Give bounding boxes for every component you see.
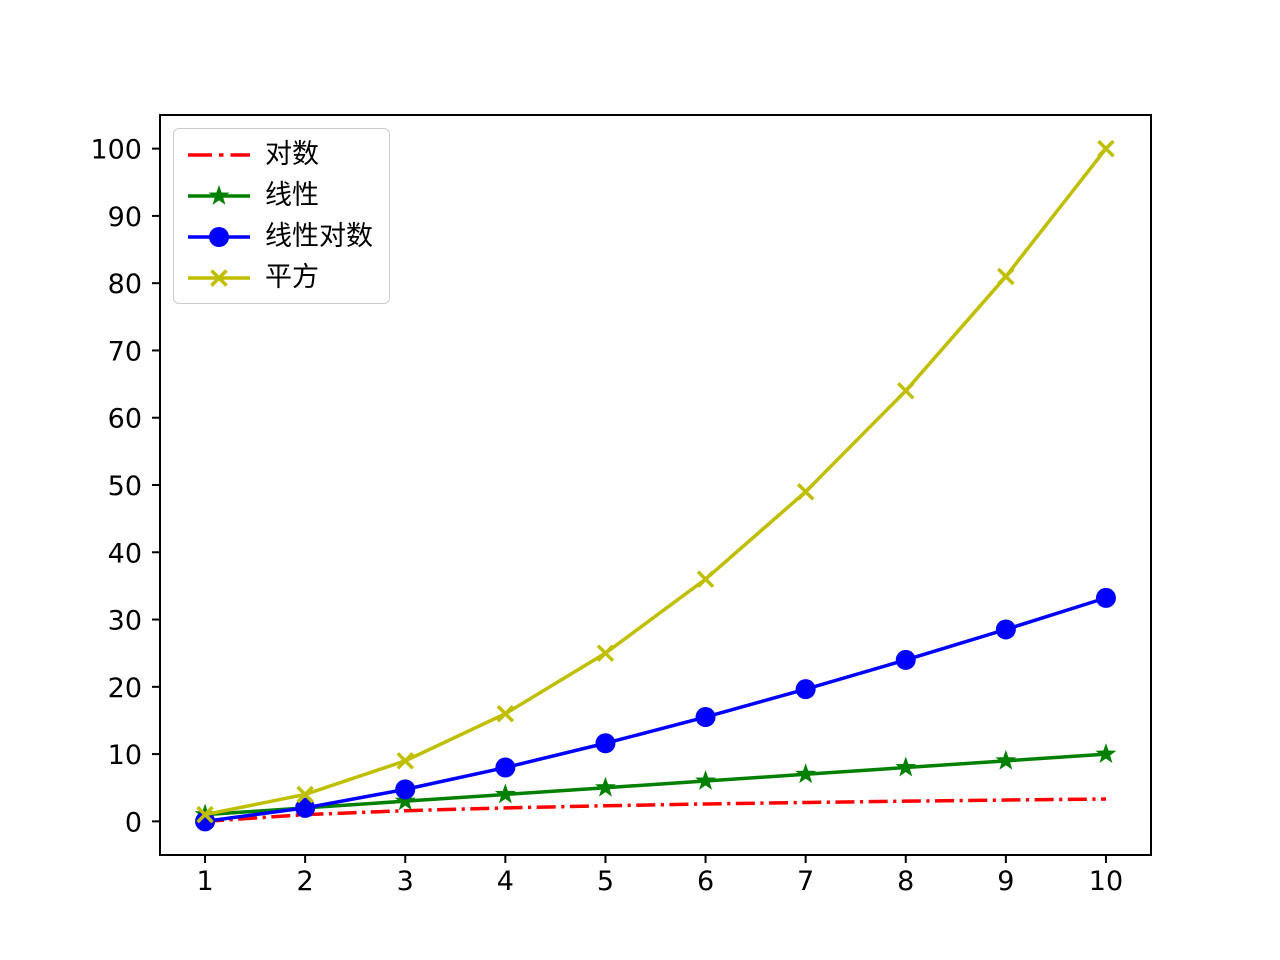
x-marker xyxy=(997,267,1015,286)
star-marker xyxy=(208,184,230,205)
x-tick-label: 6 xyxy=(697,866,714,897)
x-marker xyxy=(1097,139,1115,158)
star-marker xyxy=(795,763,817,784)
y-tick-label: 90 xyxy=(108,202,142,233)
legend-item-label: 线性对数 xyxy=(265,221,373,252)
circle-marker xyxy=(495,757,516,778)
star-marker xyxy=(695,770,717,790)
circle-marker xyxy=(595,733,616,754)
x-marker xyxy=(296,785,314,804)
x-marker xyxy=(796,482,815,501)
series-2 xyxy=(195,587,1116,832)
legend-item: 线性对数 xyxy=(186,216,373,257)
star-marker xyxy=(494,783,516,804)
circle-marker xyxy=(995,619,1016,640)
circle-marker xyxy=(209,226,229,247)
x-marker xyxy=(396,752,414,770)
x-marker xyxy=(210,268,228,287)
legend: 对数线性线性对数平方 xyxy=(173,128,390,304)
legend-sample-line xyxy=(188,152,250,157)
y-tick-label: 80 xyxy=(108,269,142,300)
x-marker xyxy=(196,805,214,824)
circle-marker xyxy=(795,679,816,700)
legend-sample-line xyxy=(188,268,250,287)
y-tick-label: 0 xyxy=(125,807,142,838)
y-tick-label: 70 xyxy=(108,336,142,367)
series-line-2 xyxy=(204,596,1107,824)
x-tick-label: 3 xyxy=(397,866,414,897)
y-tick-label: 20 xyxy=(108,673,142,704)
x-tick-label: 4 xyxy=(497,866,514,897)
x-tick-label: 2 xyxy=(297,866,314,897)
x-tick-label: 9 xyxy=(997,866,1014,897)
x-marker xyxy=(696,570,715,588)
series-line-1 xyxy=(204,752,1107,817)
y-tick-label: 60 xyxy=(108,404,142,435)
x-marker xyxy=(596,644,615,662)
y-tick-label: 100 xyxy=(90,135,142,166)
legend-item: 对数 xyxy=(186,134,373,175)
circle-marker xyxy=(295,797,316,818)
x-tick-label: 8 xyxy=(897,866,914,897)
star-marker xyxy=(995,749,1017,770)
legend-item: 平方 xyxy=(186,257,373,298)
series-line-0 xyxy=(204,797,1106,824)
x-tick-label: 5 xyxy=(597,866,614,897)
x-tick-label: 7 xyxy=(797,866,814,897)
series-line-3 xyxy=(204,147,1108,817)
y-tick-label: 50 xyxy=(108,471,142,502)
star-marker xyxy=(1095,743,1117,763)
y-tick-label: 40 xyxy=(108,538,142,569)
x-marker xyxy=(496,704,515,723)
series-0 xyxy=(204,797,1106,824)
y-tick-label: 30 xyxy=(108,606,142,637)
x-tick-label: 10 xyxy=(1089,866,1123,897)
legend-item: 线性 xyxy=(186,175,373,216)
star-marker xyxy=(394,790,416,811)
star-marker xyxy=(594,776,616,797)
y-tick-label: 10 xyxy=(108,740,142,771)
legend-item-label: 线性 xyxy=(265,180,319,211)
circle-marker xyxy=(895,649,916,670)
circle-marker xyxy=(1095,587,1116,608)
legend-sample-line xyxy=(188,184,250,205)
series-3 xyxy=(196,139,1115,824)
circle-marker xyxy=(395,779,416,800)
star-marker xyxy=(895,756,917,777)
circle-marker xyxy=(195,811,216,832)
legend-sample-line xyxy=(188,226,250,247)
x-marker xyxy=(897,382,915,400)
circle-marker xyxy=(695,707,716,728)
x-tick-label: 1 xyxy=(196,866,213,897)
legend-item-label: 对数 xyxy=(265,139,319,170)
legend-item-label: 平方 xyxy=(265,262,319,293)
